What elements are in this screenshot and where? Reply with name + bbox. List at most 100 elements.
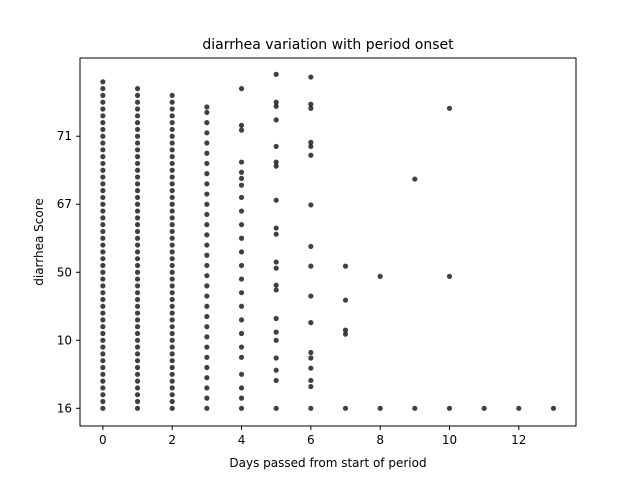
point [481,405,487,411]
point [169,269,175,275]
point [169,154,175,160]
y-tick-label: 16 [57,401,72,415]
point [169,310,175,316]
point [204,140,210,146]
x-tick-label: 2 [168,433,176,447]
x-axis-label: Days passed from start of period [229,456,426,470]
point [342,327,349,333]
point [134,160,141,167]
point [100,92,106,99]
point [273,405,279,411]
point [100,99,106,105]
point [169,337,175,343]
point [134,256,141,262]
point [204,171,210,177]
point [238,235,245,241]
point [238,169,245,175]
point [100,385,106,391]
point [100,181,106,187]
point [238,290,245,296]
point [100,133,106,139]
point [100,249,106,255]
y-tick-label: 67 [57,197,72,211]
point [273,265,279,271]
point [204,222,210,228]
point [134,398,141,405]
point [134,269,141,275]
point [169,140,175,146]
point [204,364,210,371]
point [204,191,210,197]
point [204,262,210,269]
point [134,147,141,153]
point [100,140,106,146]
point [100,167,106,173]
point [134,371,141,377]
point [308,377,314,384]
point [169,126,175,133]
point [204,120,210,126]
point [100,344,106,350]
point [169,120,175,126]
point [169,405,175,411]
point [134,249,141,255]
point [100,262,106,269]
point [238,208,245,214]
point [204,354,210,360]
point [169,147,175,153]
point [100,296,106,303]
point [100,324,106,330]
point [308,349,314,356]
point [134,133,141,139]
point [238,276,245,282]
point [134,276,141,282]
point [169,222,175,228]
point [134,140,141,146]
y-tick-label: 50 [57,265,72,279]
point [204,344,210,350]
point [204,211,210,218]
point [308,383,314,390]
point [238,385,245,391]
point [204,324,210,330]
point [377,273,383,279]
point [273,103,279,109]
point [134,222,141,228]
point [204,334,210,340]
point [134,215,141,221]
point [100,405,106,411]
point [100,303,106,309]
point [273,231,279,237]
point [134,181,141,187]
point [169,194,175,201]
point [342,263,349,269]
point [100,358,106,364]
point [100,215,106,221]
point [100,126,106,133]
point [134,86,141,92]
point [100,79,106,85]
point [134,290,141,296]
point [308,143,314,150]
point [100,235,106,241]
point [100,174,106,180]
point [273,225,279,231]
points [100,71,557,411]
point [273,287,279,293]
point [169,283,175,289]
point [204,303,210,309]
point [308,152,314,158]
point [308,365,314,371]
point [238,395,245,401]
point [169,344,175,350]
point [238,249,245,255]
point [204,109,210,116]
point [204,160,210,167]
point [134,283,141,289]
y-tick-label: 10 [57,333,72,347]
point [204,375,210,381]
point [169,160,175,167]
point [204,313,210,320]
point [169,113,175,119]
